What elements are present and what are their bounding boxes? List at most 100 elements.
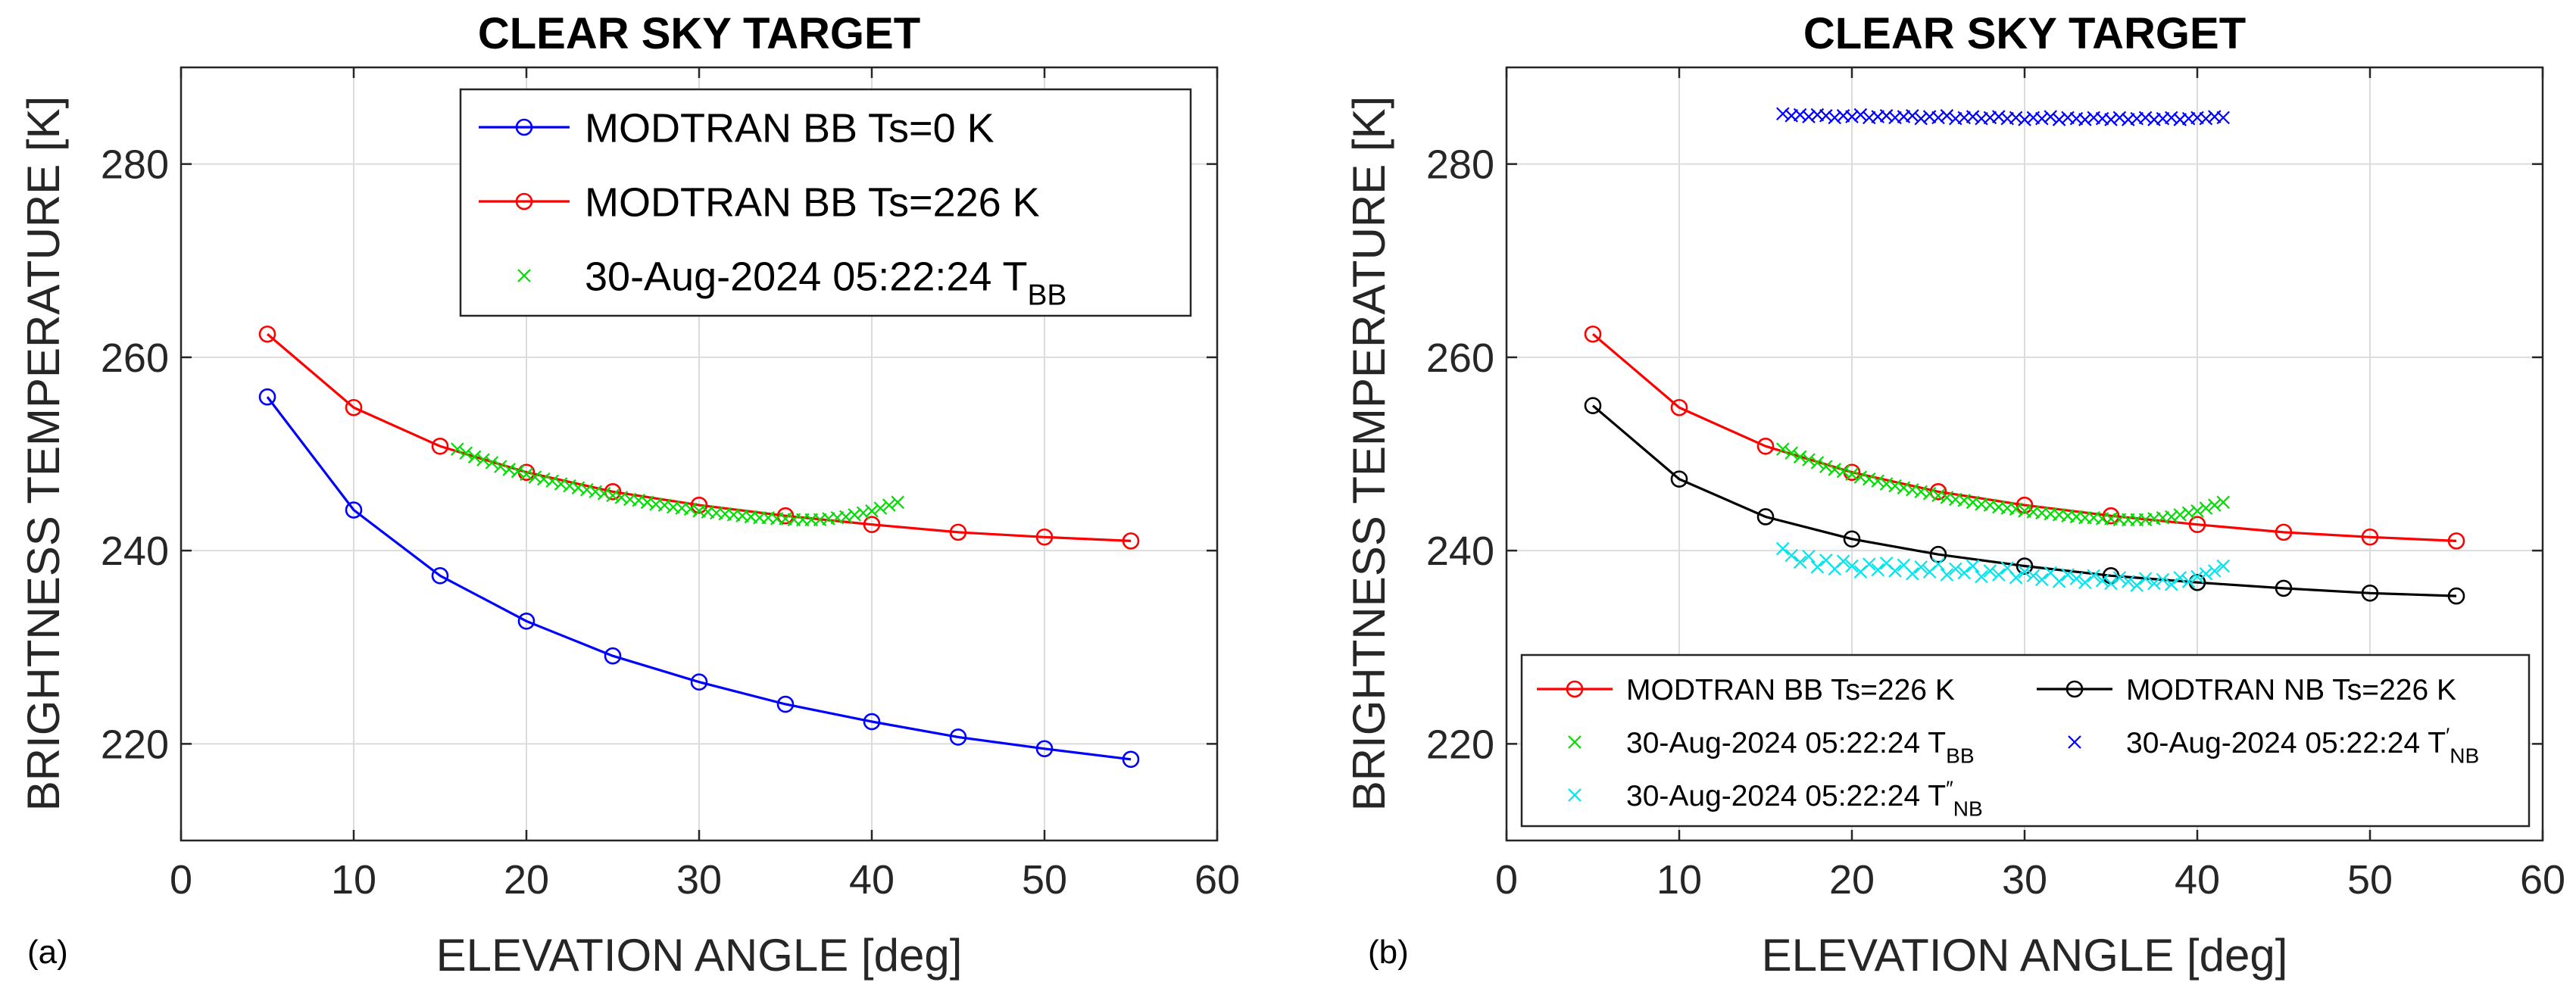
panel-b-series-1-point-1: [1670, 470, 1688, 488]
panel-b-series-4-point-25: [1992, 568, 2006, 582]
panel-b-series-2: [1776, 442, 2230, 527]
panel-b-legend-label-0: MODTRAN BB Ts=226 K: [1626, 674, 1955, 706]
panel-b-series-4-point-1: [1784, 548, 1798, 563]
panel-b-series-3-point-42: [2138, 111, 2153, 125]
panel-b-series-2-point-1: [1784, 446, 1798, 460]
panel-a-series-2-point-10: [537, 472, 551, 486]
panel-b-legend-sample-marker-3: [2068, 735, 2081, 749]
panel-a-series-2-point-14: [571, 481, 585, 494]
panel-a-legend-box: [459, 88, 1192, 317]
panel-b-series-4-point-45: [2165, 578, 2178, 591]
panel-b-series-4-point-30: [2035, 572, 2049, 587]
panel-b-y-axis-label: BRIGHTNESS TEMPERATURE [K]: [1344, 96, 1394, 812]
panel-b-series-3-point-18: [1931, 111, 1945, 125]
panel-a-y-ticks: 220 240 260 280: [101, 142, 1217, 767]
panel-a-legend-label-1: MODTRAN BB Ts=226 K: [585, 179, 1040, 225]
panel-a-series-0-point-4: [604, 647, 622, 665]
panel-b-series-3: [1776, 107, 2230, 126]
panel-b-series-4-point-47: [2181, 575, 2196, 588]
panel-b-legend-label-2: 30-Aug-2024 05:22:24 TBB: [1626, 727, 1975, 768]
panel-b-series-4-point-23: [1975, 569, 1988, 584]
panel-b-series-3-point-32: [2052, 113, 2066, 126]
panel-b-legend-label-main-2: 30-Aug-2024 05:22:24 T: [1626, 727, 1946, 759]
panel-b-series-3-point-19: [1940, 109, 1954, 123]
panel-b-series-2-point-48: [2190, 504, 2204, 518]
panel-a-legend-label-main-2: 30-Aug-2024 05:22:24 T: [585, 254, 1027, 299]
panel-a-series-1: [258, 325, 1140, 550]
panel-a-series-2-point-4: [485, 456, 499, 469]
panel-b-series-2-point-22: [1966, 495, 1980, 510]
panel-a-series-2-point-11: [545, 474, 559, 488]
panel-b-series-4-point-24: [1983, 564, 1997, 578]
panel-a-series-2-point-27: [683, 502, 698, 516]
panel-b-legend-entry-4: 30-Aug-2024 05:22:24 T″NB: [1568, 776, 1983, 821]
panel-b-series-3-point-15: [1906, 109, 1919, 123]
panel-a-series-1-point-9: [1035, 528, 1054, 546]
panel-b-series-4-point-28: [2018, 565, 2031, 579]
panel-b-legend-label-sub-2: BB: [1946, 744, 1974, 768]
panel-a-x-tick-label-60: 60: [1194, 857, 1240, 903]
panel-b-series-0-point-1: [1670, 398, 1688, 416]
panel-b-series-3-point-25: [1992, 110, 2006, 123]
panel-b-series-2-point-0: [1776, 442, 1790, 456]
panel-b-series-4-point-39: [2112, 571, 2127, 585]
panel-b-series-2-point-2: [1793, 450, 1807, 464]
panel-b-series-0-line: [1591, 332, 2457, 542]
panel-b-series-3-point-27: [2009, 111, 2023, 125]
panel-a-series-0-point-6: [776, 695, 795, 713]
panel-a-series-0-point-5: [690, 673, 708, 691]
panel-b-y-tick-label-260: 260: [1426, 335, 1494, 381]
panel-b-series-4-point-33: [2061, 568, 2075, 582]
panel-b-series-4-point-7: [1836, 554, 1850, 568]
panel-b-x-axis-label: ELEVATION ANGLE [deg]: [1762, 930, 2288, 981]
panel-b-series-3-point-22: [1966, 110, 1980, 123]
panel-b-series-3-point-12: [1879, 109, 1894, 123]
panel-b-series-3-point-5: [1819, 109, 1833, 123]
panel-b-series-3-point-16: [1914, 111, 1928, 126]
panel-a-series-2-point-46: [848, 508, 861, 522]
panel-b-series-0-point-2: [1756, 437, 1775, 455]
panel-a-x-axis-label: ELEVATION ANGLE [deg]: [436, 930, 963, 981]
panel-b-series-4-point-19: [1940, 568, 1954, 582]
panel-b-series-1-point-10: [2447, 587, 2465, 605]
panel-b-title: CLEAR SKY TARGET: [1803, 9, 2246, 58]
panel-b-legend-label-main-0: MODTRAN BB Ts=226 K: [1626, 674, 1955, 706]
panel-a-x-tick-label-50: 50: [1022, 857, 1067, 903]
panel-b-legend-label-sup-4: ″: [1946, 776, 1953, 800]
panel-b-series-4-point-48: [2190, 569, 2204, 584]
panel-b-series-4-point-4: [1810, 560, 1825, 574]
panel-b-series-4-point-50: [2208, 564, 2222, 578]
panel-b-tag: (b): [1368, 934, 1409, 971]
panel-a-legend-entry-2: 30-Aug-2024 05:22:24 TBB: [517, 254, 1066, 311]
panel-a-series-1-point-8: [949, 523, 967, 541]
panel-a-series-1-point-6: [776, 507, 795, 525]
panel-a-series-2-point-9: [528, 470, 542, 484]
panel-a-series-2-point-12: [554, 477, 568, 491]
panel-b-series-1-point-3: [1843, 530, 1861, 548]
panel-a-series-2-point-21: [632, 493, 645, 507]
panel-a-series-2-point-3: [476, 453, 490, 466]
panel-a-series-2-point-2: [467, 450, 482, 464]
panel-b-series-3-point-28: [2018, 113, 2031, 126]
panel-a-series-2-point-8: [520, 467, 533, 482]
panel-b-y-tick-label-280: 280: [1426, 142, 1494, 188]
panel-b-legend-label-1: MODTRAN NB Ts=226 K: [2126, 674, 2456, 706]
panel-b-series-3-point-2: [1793, 108, 1807, 122]
panel-b-series-4-point-51: [2216, 559, 2230, 573]
panel-a-legend-label-0: MODTRAN BB Ts=0 K: [585, 105, 994, 151]
panel-a: 0 10 20 30 40 50 60 220 240 260 280 CLEAR SKY TAR…: [18, 9, 1240, 981]
panel-b-series-4-point-46: [2173, 571, 2187, 585]
panel-b-series-3-point-31: [2044, 110, 2057, 123]
panel-b-series-2-point-24: [1983, 498, 1997, 512]
panel-a-series-2-point-18: [606, 488, 620, 503]
panel-a-series-2-point-50: [882, 498, 896, 512]
panel-b-series-2-point-49: [2199, 501, 2213, 515]
panel-b-series-4-point-0: [1776, 541, 1790, 556]
panel-b-series-4-point-27: [2009, 571, 2023, 585]
panel-b-series-0-point-6: [2102, 507, 2120, 525]
panel-b-series-4-point-35: [2078, 575, 2092, 590]
panel-b-series-4-point-49: [2199, 566, 2213, 581]
panel-a-series-0-line: [266, 396, 1132, 761]
